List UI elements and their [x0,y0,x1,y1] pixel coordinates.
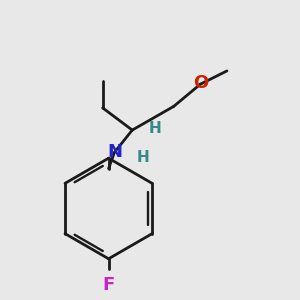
Text: O: O [193,74,208,92]
Text: N: N [107,143,122,161]
Text: F: F [103,276,115,294]
Text: H: H [137,150,149,165]
Text: H: H [148,121,161,136]
